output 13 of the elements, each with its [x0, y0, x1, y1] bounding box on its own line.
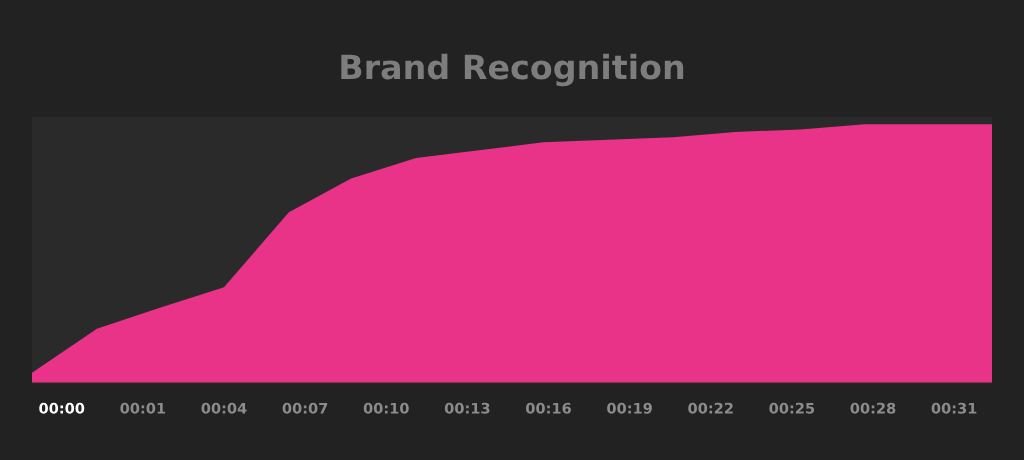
x-tick-label: 00:04: [201, 402, 247, 414]
x-tick-label: 00:25: [769, 402, 815, 414]
x-tick-label: 00:01: [120, 402, 166, 414]
x-tick-label: 00:31: [931, 402, 977, 414]
x-tick-label: 00:13: [444, 402, 490, 414]
x-tick-label: 00:28: [850, 402, 896, 414]
x-tick-label: 00:19: [607, 402, 652, 414]
x-tick-label: 00:22: [688, 402, 733, 414]
x-tick-label: 00:00: [39, 402, 85, 414]
x-tick-label: 00:07: [282, 402, 328, 414]
x-tick-label: 00:10: [363, 402, 409, 414]
chart-title: Brand Recognition: [341, 53, 684, 87]
x-tick-label: 00:16: [526, 402, 571, 414]
